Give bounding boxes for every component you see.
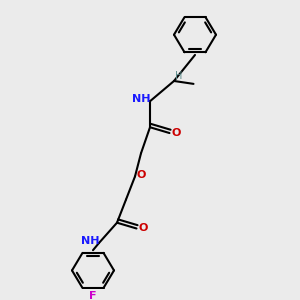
Text: O: O [171,128,181,138]
Text: F: F [89,292,97,300]
Text: O: O [137,170,146,180]
Text: NH: NH [81,236,100,246]
Text: O: O [138,224,148,233]
Text: NH: NH [132,94,151,104]
Text: H: H [175,71,182,81]
